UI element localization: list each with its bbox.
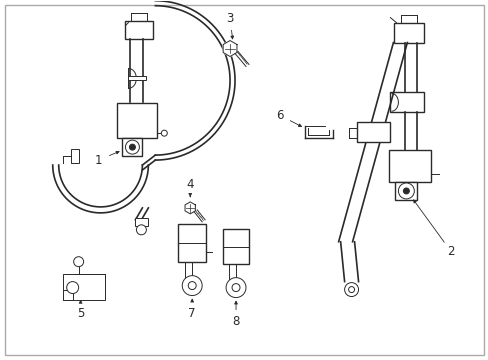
Bar <box>128 76 146 80</box>
Bar <box>394 23 424 42</box>
Text: 3: 3 <box>226 12 233 25</box>
Text: 5: 5 <box>77 307 84 320</box>
Bar <box>125 21 153 39</box>
Bar <box>71 149 79 163</box>
Circle shape <box>403 188 408 194</box>
Text: 2: 2 <box>447 245 454 258</box>
Circle shape <box>129 144 135 150</box>
Bar <box>395 182 416 200</box>
Text: 4: 4 <box>186 179 194 192</box>
Circle shape <box>188 282 196 289</box>
Text: 8: 8 <box>232 315 239 328</box>
Bar <box>135 218 148 226</box>
Bar <box>223 229 248 264</box>
Bar <box>356 122 389 142</box>
Circle shape <box>66 282 79 293</box>
Bar <box>388 150 430 182</box>
Circle shape <box>348 287 354 293</box>
Circle shape <box>74 257 83 267</box>
Bar <box>389 92 424 112</box>
Text: 7: 7 <box>188 307 196 320</box>
Circle shape <box>136 225 146 235</box>
Bar <box>62 289 73 300</box>
Circle shape <box>344 283 358 297</box>
Text: 1: 1 <box>95 154 102 167</box>
Polygon shape <box>223 41 237 57</box>
Circle shape <box>232 284 240 292</box>
Circle shape <box>225 278 245 298</box>
Bar <box>117 103 157 138</box>
Polygon shape <box>184 202 195 214</box>
Bar <box>62 274 104 300</box>
Text: 6: 6 <box>276 109 283 122</box>
Bar <box>122 138 142 156</box>
Circle shape <box>398 183 413 199</box>
Circle shape <box>125 140 139 154</box>
Circle shape <box>161 130 167 136</box>
Circle shape <box>182 276 202 296</box>
Bar <box>178 224 206 262</box>
